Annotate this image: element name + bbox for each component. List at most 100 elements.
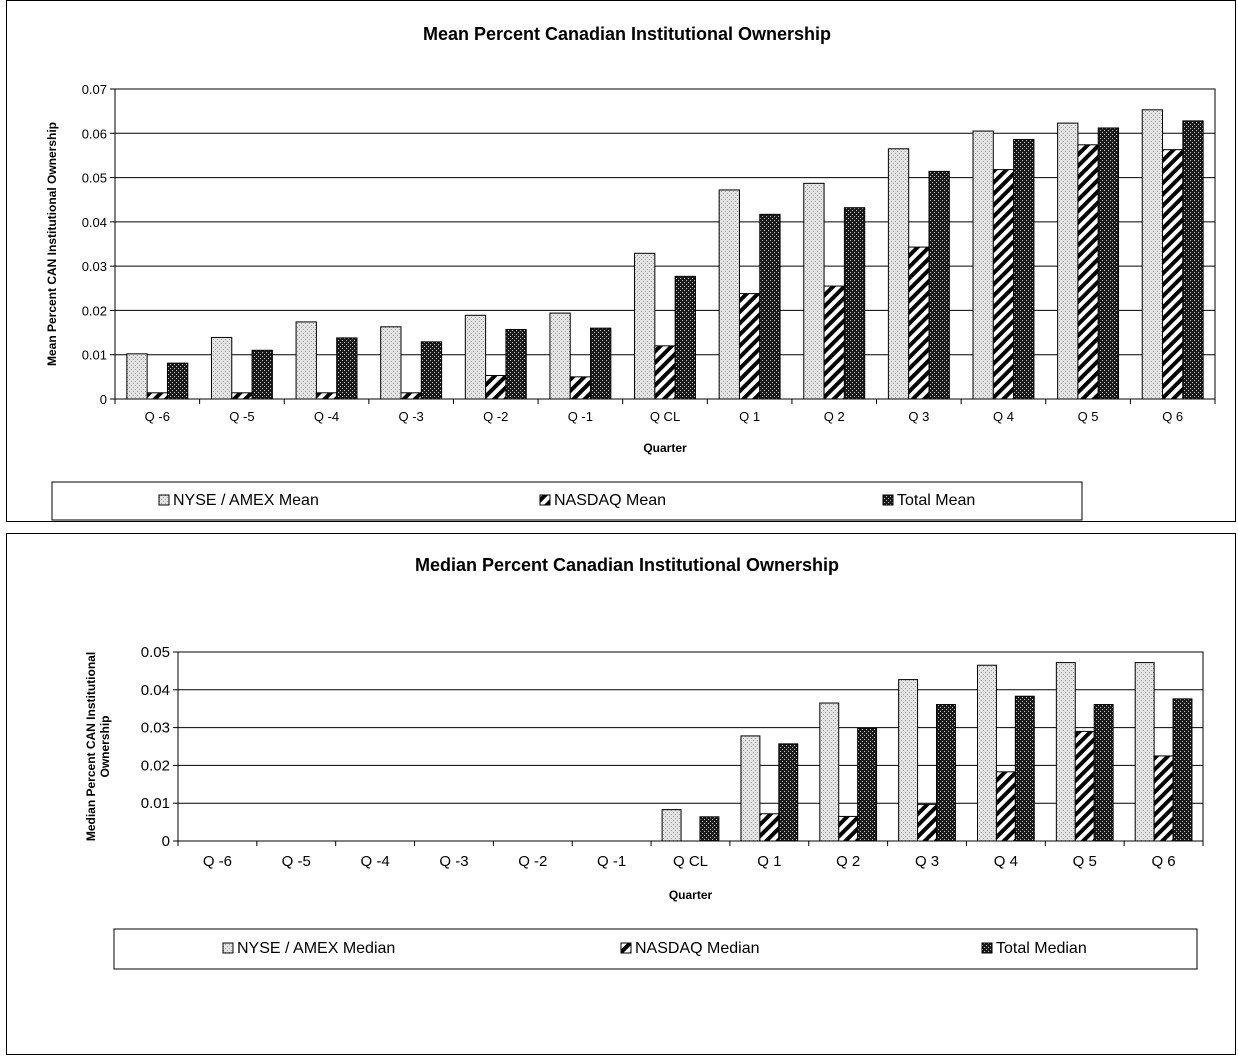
legend-label: NYSE / AMEX Median [237, 940, 395, 957]
x-axis-label: Quarter [669, 888, 713, 902]
x-tick-label: Q -3 [439, 853, 468, 870]
legend-swatch [539, 494, 551, 506]
x-tick-label: Q -1 [568, 409, 593, 424]
bar [977, 664, 997, 842]
bar [634, 252, 656, 400]
legend-label: Total Median [996, 940, 1087, 957]
bar [823, 285, 845, 400]
bar [803, 182, 825, 400]
bar [146, 392, 168, 400]
bar [400, 392, 422, 400]
x-tick-label: Q -3 [399, 409, 424, 424]
bar [661, 809, 682, 842]
legend-swatch [222, 942, 234, 954]
y-tick-label: 0.03 [82, 259, 107, 274]
chart-title: Median Percent Canadian Institutional Ow… [415, 555, 839, 575]
legend-label: NYSE / AMEX Mean [173, 492, 319, 509]
bar [843, 207, 866, 400]
bar [549, 312, 571, 400]
y-tick-label: 0.05 [82, 171, 107, 186]
legend-label: Total Mean [897, 492, 975, 509]
legend-swatch [882, 494, 894, 506]
bar [231, 392, 253, 400]
legend [51, 481, 1083, 521]
legend [113, 928, 1198, 970]
x-tick-label: Q 5 [1078, 409, 1099, 424]
bar [1077, 144, 1099, 400]
bar [1097, 127, 1120, 400]
bar [210, 336, 233, 400]
x-tick-label: Q -4 [361, 853, 390, 870]
bar [336, 337, 358, 400]
bar [887, 148, 910, 400]
median-chart-svg: Median Percent Canadian Institutional Ow… [84, 555, 1204, 970]
x-tick-label: Q 3 [908, 409, 929, 424]
bar [759, 213, 781, 400]
x-axis-label: Quarter [643, 441, 687, 455]
bar [699, 816, 720, 842]
legend-swatch [981, 942, 993, 954]
x-tick-label: Q -6 [203, 853, 232, 870]
bar [1074, 730, 1095, 842]
bar [485, 375, 507, 400]
x-tick-label: Q -5 [229, 409, 254, 424]
bar [251, 349, 273, 400]
chart-title: Mean Percent Canadian Institutional Owne… [423, 24, 831, 44]
x-tick-label: Q 4 [994, 853, 1018, 870]
y-axis-label: Mean Percent CAN Institutional Ownership [45, 122, 59, 366]
x-tick-label: Q -4 [314, 409, 339, 424]
y-tick-label: 0.02 [82, 303, 107, 318]
y-tick-label: 0.01 [141, 795, 170, 812]
plot-area [177, 651, 1204, 842]
y-tick-label: 0.04 [82, 215, 107, 230]
bar [1141, 109, 1164, 400]
x-tick-label: Q CL [650, 409, 680, 424]
bar [838, 815, 859, 842]
x-tick-label: Q 2 [824, 409, 845, 424]
bar [590, 327, 612, 400]
bar [972, 130, 994, 400]
legend-label: NASDAQ Mean [554, 492, 666, 509]
y-tick-label: 0.04 [141, 682, 170, 699]
bar [992, 169, 1015, 400]
y-tick-label: 0.05 [141, 644, 170, 661]
bar [936, 704, 956, 842]
y-tick-label: 0 [162, 833, 170, 850]
bar [917, 803, 937, 842]
legend-swatch [158, 494, 170, 506]
legend-label: NASDAQ Median [635, 940, 760, 957]
bar [819, 702, 840, 842]
bar [928, 170, 950, 400]
x-tick-label: Q 3 [915, 853, 939, 870]
bar [674, 275, 696, 400]
bar [1013, 138, 1035, 400]
bar [464, 314, 487, 400]
bar [1172, 698, 1193, 842]
y-tick-label: 0.07 [82, 82, 107, 97]
bar [898, 679, 919, 842]
bar [740, 735, 761, 842]
x-tick-label: Q 1 [739, 409, 760, 424]
bar [166, 362, 189, 400]
x-tick-label: Q -2 [518, 853, 547, 870]
x-tick-label: Q -2 [483, 409, 508, 424]
x-tick-label: Q 4 [993, 409, 1014, 424]
bar [569, 376, 592, 400]
bar [1093, 704, 1114, 842]
x-tick-label: Q -6 [145, 409, 170, 424]
y-tick-label: 0.03 [141, 720, 170, 737]
bar [1134, 662, 1155, 842]
y-tick-label: 0.01 [82, 348, 107, 363]
x-tick-label: Q 1 [757, 853, 781, 870]
x-tick-label: Q 2 [836, 853, 860, 870]
bar [1182, 120, 1204, 400]
legend-swatch [620, 942, 632, 954]
mean-chart-svg: Mean Percent Canadian Institutional Owne… [45, 24, 1216, 521]
bar [738, 293, 761, 400]
x-tick-label: Q 6 [1151, 853, 1175, 870]
x-tick-label: Q CL [673, 853, 708, 870]
bar [759, 813, 780, 842]
bar [1014, 695, 1035, 842]
x-tick-label: Q 5 [1073, 853, 1097, 870]
bar [295, 321, 317, 400]
